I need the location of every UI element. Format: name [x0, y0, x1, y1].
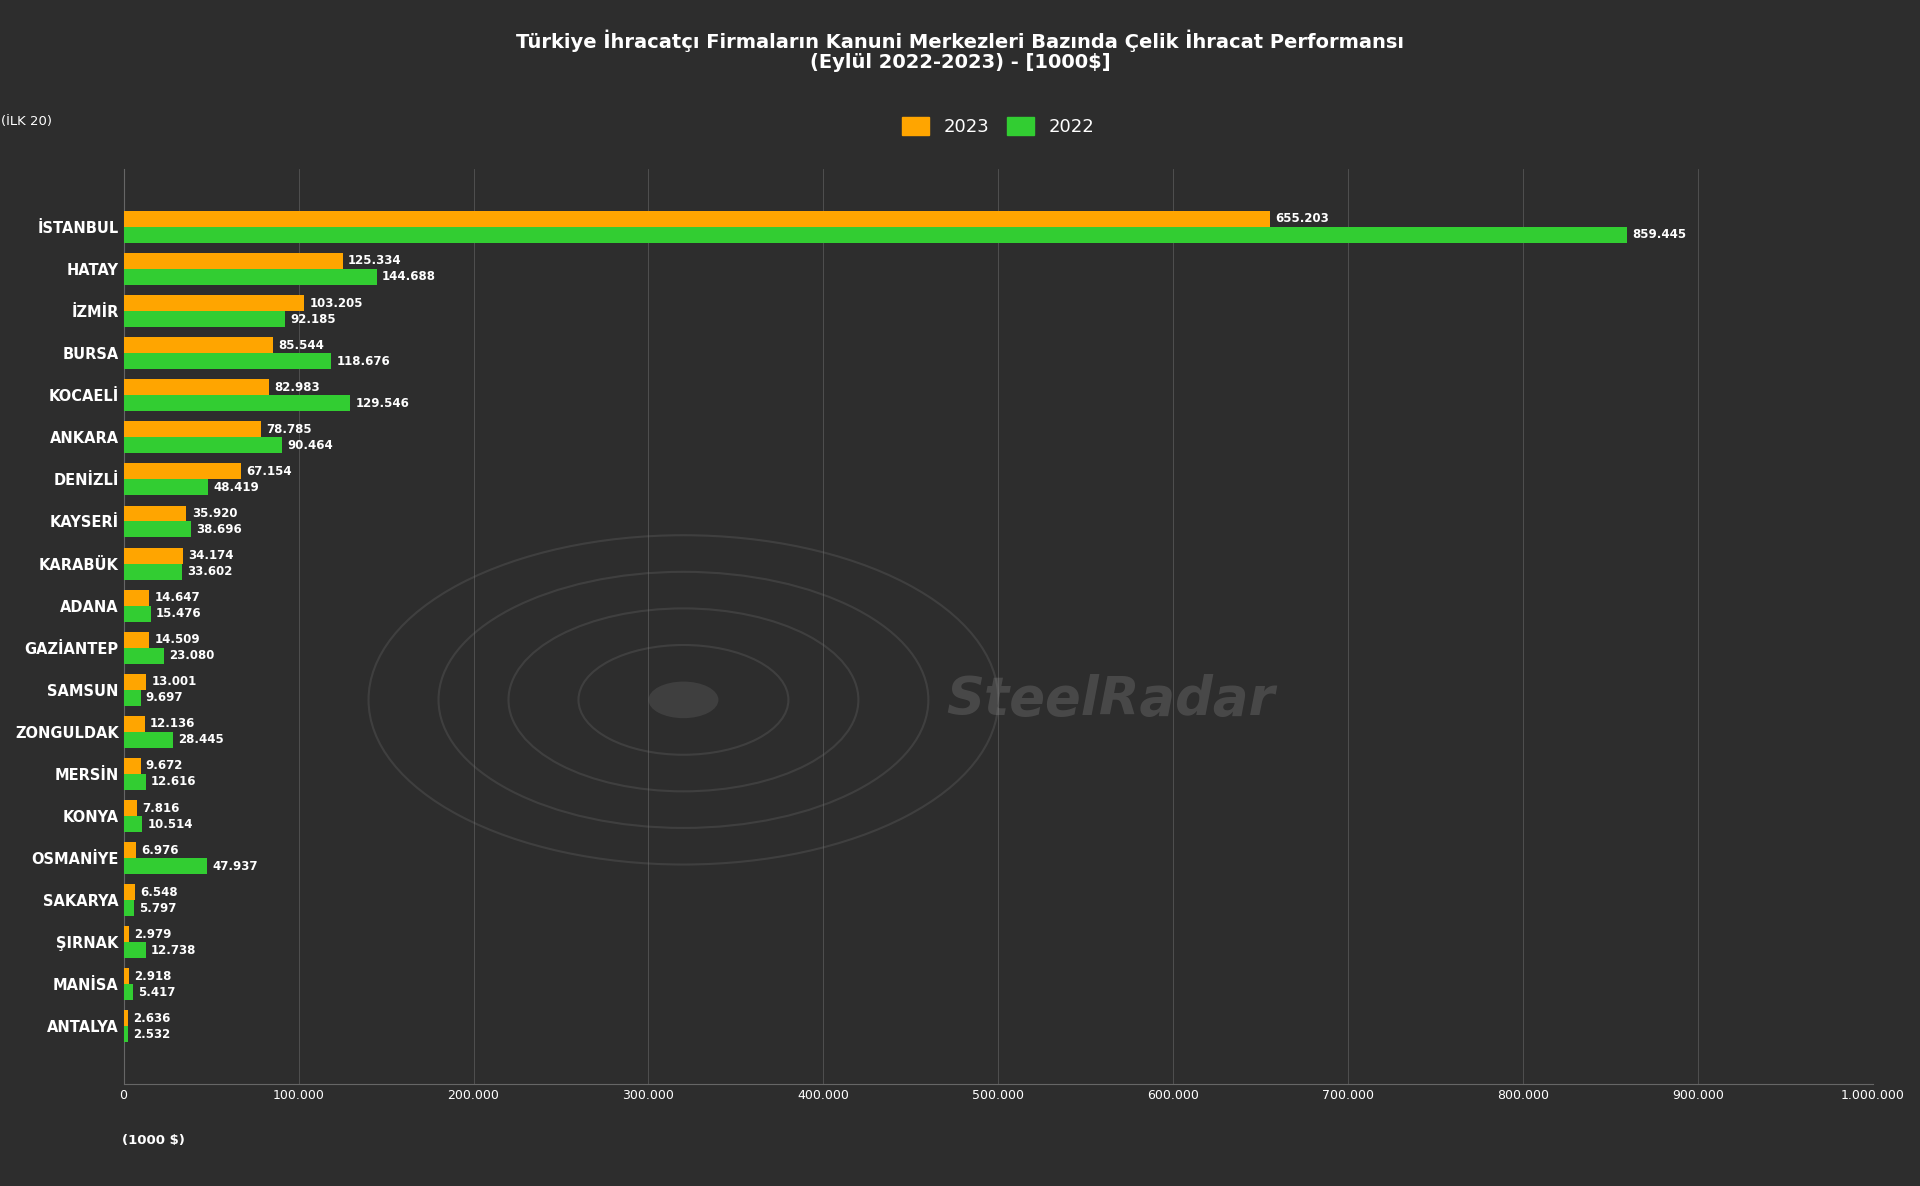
Text: 12.136: 12.136 — [150, 718, 196, 731]
Bar — [123, 353, 332, 369]
Text: 2.918: 2.918 — [134, 970, 171, 983]
Bar — [123, 648, 163, 664]
Text: 33.602: 33.602 — [188, 565, 232, 578]
Legend: 2023, 2022: 2023, 2022 — [895, 110, 1102, 144]
Text: 2.979: 2.979 — [134, 927, 171, 940]
Bar — [123, 227, 1626, 243]
Text: 47.937: 47.937 — [213, 860, 257, 873]
Text: (İLK 20): (İLK 20) — [2, 115, 52, 128]
Bar — [123, 1027, 129, 1042]
Bar — [123, 522, 192, 537]
Text: 2.532: 2.532 — [132, 1028, 171, 1041]
Bar — [123, 842, 136, 859]
Bar — [123, 900, 134, 917]
Bar — [123, 589, 150, 606]
Bar — [123, 311, 284, 327]
Bar — [123, 269, 376, 285]
Text: 14.509: 14.509 — [154, 633, 200, 646]
Text: 85.544: 85.544 — [278, 339, 324, 352]
Bar — [123, 716, 144, 732]
Bar — [123, 606, 150, 621]
Text: 28.445: 28.445 — [179, 733, 225, 746]
Bar — [123, 674, 146, 690]
Bar — [123, 859, 207, 874]
Text: 12.738: 12.738 — [152, 944, 196, 957]
Text: 655.203: 655.203 — [1275, 212, 1329, 225]
Circle shape — [649, 682, 718, 719]
Text: (Eylül 2022-2023) - [1000$]: (Eylül 2022-2023) - [1000$] — [810, 53, 1110, 72]
Text: 35.920: 35.920 — [192, 506, 238, 519]
Text: 6.548: 6.548 — [140, 886, 179, 899]
Bar — [123, 926, 129, 943]
Bar — [123, 253, 344, 269]
Text: 9.672: 9.672 — [146, 759, 182, 772]
Text: 6.976: 6.976 — [140, 843, 179, 856]
Bar — [123, 632, 150, 648]
Text: 13.001: 13.001 — [152, 675, 198, 688]
Text: 34.174: 34.174 — [188, 549, 234, 562]
Bar — [123, 421, 261, 438]
Bar — [123, 563, 182, 580]
Bar — [123, 337, 273, 353]
Text: 92.185: 92.185 — [290, 313, 336, 326]
Bar — [123, 1010, 129, 1027]
Text: 7.816: 7.816 — [142, 802, 180, 815]
Bar — [123, 774, 146, 790]
Bar — [123, 732, 173, 748]
Text: 48.419: 48.419 — [213, 480, 259, 493]
Bar — [123, 479, 207, 496]
Bar — [123, 395, 349, 412]
Bar — [123, 438, 282, 453]
Bar — [123, 380, 269, 395]
Text: Türkiye İhracatçı Firmaların Kanuni Merkezleri Bazında Çelik İhracat Performansı: Türkiye İhracatçı Firmaların Kanuni Merk… — [516, 30, 1404, 52]
Text: 14.647: 14.647 — [154, 591, 200, 604]
Text: 103.205: 103.205 — [309, 296, 363, 310]
Text: SteelRadar: SteelRadar — [947, 674, 1275, 726]
Text: 38.696: 38.696 — [196, 523, 242, 536]
Bar — [123, 295, 303, 311]
Text: 125.334: 125.334 — [348, 255, 401, 268]
Text: 5.417: 5.417 — [138, 986, 177, 999]
Bar — [123, 801, 138, 816]
Text: 82.983: 82.983 — [275, 381, 319, 394]
Text: 90.464: 90.464 — [288, 439, 332, 452]
Bar — [123, 758, 140, 774]
Bar — [123, 548, 184, 563]
Bar — [123, 690, 140, 706]
Bar — [123, 984, 132, 1001]
Text: 10.514: 10.514 — [148, 817, 192, 830]
Text: 118.676: 118.676 — [336, 355, 390, 368]
Bar — [123, 505, 186, 522]
Text: 23.080: 23.080 — [169, 649, 215, 662]
Text: 2.636: 2.636 — [134, 1012, 171, 1025]
Text: 78.785: 78.785 — [267, 423, 313, 435]
Text: 859.445: 859.445 — [1632, 229, 1686, 242]
Bar — [123, 885, 134, 900]
Text: 15.476: 15.476 — [156, 607, 202, 620]
Text: (1000 $): (1000 $) — [121, 1134, 184, 1147]
Bar — [123, 969, 129, 984]
Bar — [123, 464, 242, 479]
Text: 12.616: 12.616 — [152, 776, 196, 789]
Text: 9.697: 9.697 — [146, 691, 182, 704]
Bar — [123, 816, 142, 833]
Text: 67.154: 67.154 — [246, 465, 292, 478]
Text: 129.546: 129.546 — [355, 397, 409, 409]
Text: 144.688: 144.688 — [382, 270, 436, 283]
Text: 5.797: 5.797 — [138, 901, 177, 914]
Bar — [123, 211, 1269, 227]
Bar — [123, 943, 146, 958]
